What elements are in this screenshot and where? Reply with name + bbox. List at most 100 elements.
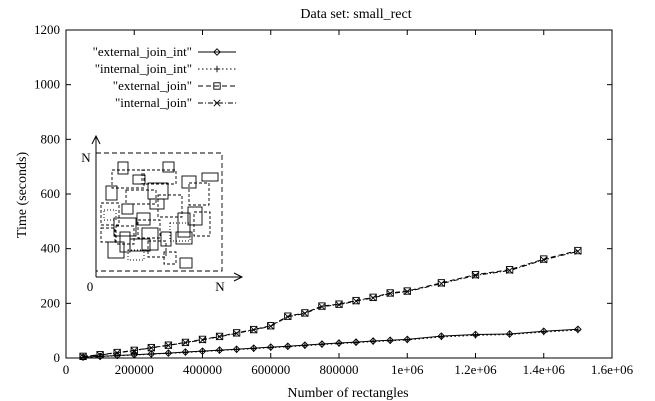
data-point-plus — [472, 332, 479, 339]
series-4 — [79, 247, 582, 361]
data-point-square — [301, 309, 309, 317]
data-point-square — [386, 289, 394, 297]
inset-diagram: 0 N N — [81, 134, 244, 294]
cross-b — [284, 313, 292, 321]
data-point-square — [335, 300, 343, 308]
data-point-plus — [404, 336, 411, 344]
data-point-cross — [386, 289, 394, 298]
data-point-cross — [301, 309, 309, 317]
x-axis: 0 200000 400000 600000 800000 1e+06 1.2e+06 1.4… — [63, 30, 634, 377]
data-point-plus — [369, 338, 377, 345]
data-point-cross — [250, 326, 258, 334]
y-tick-label: 400 — [41, 241, 61, 256]
data-point-square — [213, 82, 221, 90]
data-point-square — [574, 246, 582, 255]
data-point-plus — [148, 350, 155, 358]
inset-rectangle — [117, 161, 129, 175]
data-point-cross — [164, 341, 172, 349]
inset-rectangles — [100, 161, 219, 269]
series-line — [83, 328, 578, 358]
x-tick-label: 1.2e+06 — [454, 362, 497, 377]
data-point-square — [164, 341, 173, 349]
data-point-cross — [96, 351, 104, 359]
series-3 — [79, 246, 582, 361]
cross-b — [181, 339, 189, 347]
cross-b — [471, 271, 480, 279]
data-point-square — [250, 325, 258, 334]
cross-b — [233, 329, 241, 337]
inset-rectangle — [193, 211, 211, 237]
data-point-square — [267, 322, 275, 330]
data-point-cross — [471, 271, 480, 279]
legend-label: "internal_join_int" — [95, 61, 192, 76]
data-point-plus — [250, 345, 257, 352]
x-tick-label: 800000 — [320, 362, 359, 377]
data-point-plus — [318, 341, 326, 348]
x-tick-label: 600000 — [251, 362, 290, 377]
data-point-cross — [403, 288, 411, 296]
y-tick-label: 600 — [41, 186, 61, 201]
cross-b — [250, 326, 258, 334]
y-tick-label: 1200 — [34, 22, 60, 37]
cross-b — [267, 322, 275, 330]
data-point-plus — [213, 65, 221, 73]
data-point-cross — [213, 99, 221, 107]
x-tick-label: 200000 — [115, 362, 154, 377]
data-point-square — [181, 338, 190, 347]
data-point-square — [318, 302, 326, 310]
series-2 — [79, 326, 582, 361]
data-point-square — [471, 270, 480, 279]
cross-b — [198, 336, 207, 344]
data-point-plus — [233, 346, 240, 353]
inset-rectangle — [100, 227, 116, 243]
data-point-square — [232, 329, 241, 337]
data-point-cross — [369, 294, 377, 302]
data-point-plus — [131, 351, 138, 359]
cross-b — [96, 351, 104, 359]
data-point-plus — [267, 344, 274, 351]
inset-rectangle — [115, 225, 135, 245]
inset-x-end-label: N — [215, 279, 225, 294]
inset-rectangle — [111, 169, 145, 189]
inset-rectangle — [175, 231, 193, 245]
data-point-cross — [352, 297, 360, 305]
y-axis: 0 200 400 600 800 1000 1200 — [34, 22, 612, 365]
data-point-plus — [386, 337, 394, 344]
inset-rectangle — [201, 172, 219, 182]
data-point-cross — [79, 353, 87, 361]
series-line — [83, 250, 578, 358]
data-point-plus — [506, 331, 513, 338]
legend-label: "internal_join" — [115, 95, 192, 110]
cross-b — [574, 247, 582, 255]
legend-label: "external_join" — [113, 78, 192, 93]
inset-rectangle — [105, 185, 118, 201]
data-point-plus — [284, 343, 292, 350]
inset-rectangle — [103, 209, 117, 221]
inset-rectangle — [113, 217, 137, 237]
inset-origin-label: 0 — [87, 279, 94, 294]
data-point-cross — [113, 349, 121, 357]
inset-rectangle — [162, 161, 175, 173]
data-point-plus — [438, 333, 445, 341]
cross-b — [130, 347, 138, 355]
inset-rectangle — [169, 222, 191, 242]
cross-b — [147, 344, 155, 352]
inset-rectangle — [187, 206, 203, 226]
inset-rectangle — [188, 182, 210, 206]
data-point-cross — [284, 313, 292, 321]
legend: "external_join_int" "internal_join_int" "e… — [93, 44, 236, 110]
inset-rectangle — [129, 238, 151, 252]
data-point-plus — [199, 348, 206, 355]
legend-label: "external_join_int" — [93, 44, 192, 59]
inset-y-end-label: N — [81, 150, 91, 165]
cross-b — [318, 303, 326, 311]
cross-b — [301, 309, 309, 317]
inset-x-arrow — [233, 272, 244, 282]
data-point-cross — [540, 256, 548, 264]
data-point-plus — [182, 349, 189, 356]
x-axis-label: Number of rectangles — [287, 386, 408, 401]
cross-b — [352, 297, 360, 305]
data-point-cross — [233, 329, 241, 337]
series-1 — [79, 325, 582, 362]
